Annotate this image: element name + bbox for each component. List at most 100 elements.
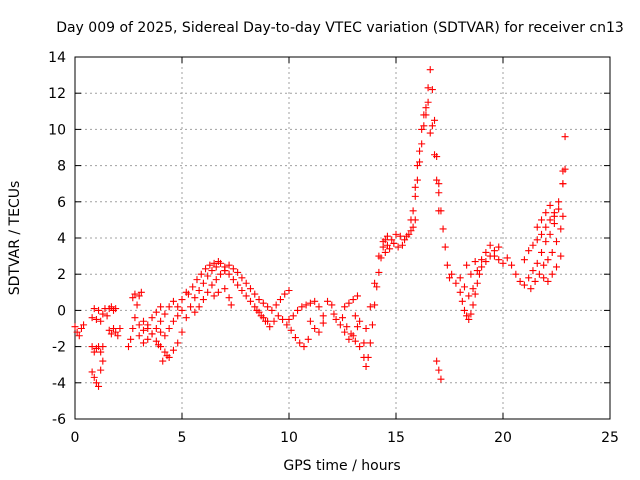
grid-lines [75, 57, 610, 419]
data-point [410, 207, 417, 214]
data-point [367, 303, 374, 310]
data-point [363, 325, 370, 332]
data-point [393, 231, 400, 238]
data-point [427, 130, 434, 137]
data-point [307, 318, 314, 325]
data-point [95, 307, 102, 314]
data-point [144, 325, 151, 332]
y-tick-label: 2 [57, 267, 66, 283]
data-point [463, 262, 470, 269]
data-point [440, 225, 447, 232]
data-point [226, 294, 233, 301]
data-series-arc-e [183, 258, 235, 321]
data-point [478, 256, 485, 263]
data-point [354, 292, 361, 299]
sdtvar-chart: Day 009 of 2025, Sidereal Day-to-day VTE… [0, 0, 640, 480]
data-point [345, 300, 352, 307]
x-tick-label: 5 [178, 430, 187, 446]
data-point [542, 224, 549, 231]
data-point [93, 316, 100, 323]
data-point [179, 296, 186, 303]
data-point [551, 220, 558, 227]
x-tick-label: 20 [494, 430, 512, 446]
data-point [555, 206, 562, 213]
data-series-arc-g [286, 292, 368, 350]
data-point [125, 343, 132, 350]
data-point [268, 307, 275, 314]
data-point [367, 339, 374, 346]
data-point [495, 256, 502, 263]
data-point [238, 274, 245, 281]
data-point [365, 354, 372, 361]
data-point [553, 263, 560, 270]
data-point [437, 376, 444, 383]
data-point [230, 276, 237, 283]
data-point [264, 303, 271, 310]
x-tick-label: 0 [71, 430, 80, 446]
data-point [559, 180, 566, 187]
data-point [208, 282, 215, 289]
data-point [189, 283, 196, 290]
data-point [140, 327, 147, 334]
data-point [170, 318, 177, 325]
data-point [339, 314, 346, 321]
data-point [542, 238, 549, 245]
data-point [534, 236, 541, 243]
data-point [551, 213, 558, 220]
data-point [500, 260, 507, 267]
data-point [179, 307, 186, 314]
data-point [529, 242, 536, 249]
data-point [512, 271, 519, 278]
data-point [412, 193, 419, 200]
data-point [198, 271, 205, 278]
data-point [300, 343, 307, 350]
y-axis-label: SDTVAR / TECUs [7, 181, 23, 296]
data-point [470, 301, 477, 308]
data-point [525, 247, 532, 254]
y-tick-label: -2 [52, 340, 66, 356]
data-point [234, 282, 241, 289]
data-point [536, 271, 543, 278]
data-point [534, 224, 541, 231]
data-point [89, 314, 96, 321]
data-point [211, 292, 218, 299]
data-point [247, 285, 254, 292]
data-point [559, 213, 566, 220]
data-point [547, 216, 554, 223]
data-point [204, 273, 211, 280]
data-point [183, 314, 190, 321]
data-point [153, 325, 160, 332]
x-tick-label: 10 [280, 430, 298, 446]
x-tick-label: 15 [387, 430, 405, 446]
data-point [277, 296, 284, 303]
data-point [562, 133, 569, 140]
data-point [144, 336, 151, 343]
data-point [311, 298, 318, 305]
data-point [525, 274, 532, 281]
y-tick-label: 12 [48, 86, 66, 102]
data-point [532, 278, 539, 285]
data-point [557, 253, 564, 260]
data-point [442, 244, 449, 251]
data-point [457, 289, 464, 296]
data-point [363, 363, 370, 370]
data-point [193, 276, 200, 283]
data-point [465, 292, 472, 299]
data-point [414, 177, 421, 184]
data-point [320, 312, 327, 319]
data-point [129, 325, 136, 332]
data-point [200, 296, 207, 303]
data-point [91, 305, 98, 312]
chart-canvas: Day 009 of 2025, Sidereal Day-to-day VTE… [0, 0, 640, 480]
y-tick-label: 14 [48, 50, 66, 66]
data-point [557, 225, 564, 232]
data-series-arc-c [106, 289, 145, 350]
data-point [136, 321, 143, 328]
data-point [461, 283, 468, 290]
data-point [290, 312, 297, 319]
data-point [243, 292, 250, 299]
data-point [360, 339, 367, 346]
data-point [328, 301, 335, 308]
data-point [538, 249, 545, 256]
data-point [204, 289, 211, 296]
